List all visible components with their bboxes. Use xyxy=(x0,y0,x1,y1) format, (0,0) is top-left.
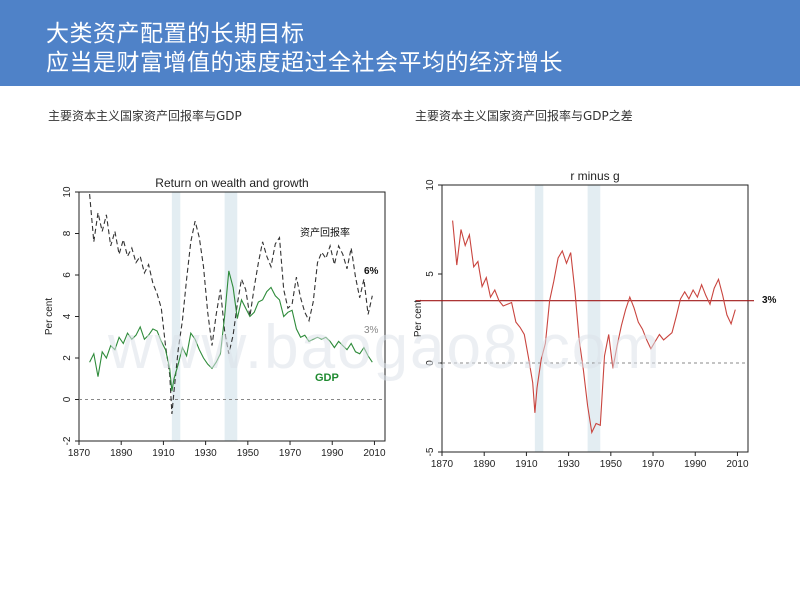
r-minus-g-chart: -5 0 5 10 1870 1890 1910 1930 1950 1970 1990 2010 r … xyxy=(408,168,788,470)
chart0-y-tick-label: 2 xyxy=(62,355,73,361)
chart0-series-1-line xyxy=(89,270,373,392)
return-growth-chart-svg: -2 0 2 4 6 8 10 1870 1890 1910 1930 1950 1970 1990 201… xyxy=(44,176,386,459)
chart1-shaded-period-1 xyxy=(587,185,601,452)
chart0-x-tick-label: 2010 xyxy=(363,448,386,459)
chart1-annotation-0: 3% xyxy=(762,295,777,306)
chart0-x-tick-label: 1890 xyxy=(110,448,133,459)
chart0-shaded-period-1 xyxy=(224,192,238,441)
chart0-series-0-line xyxy=(89,194,373,415)
chart0-annotation-0: 资产回报率 xyxy=(300,226,350,239)
title-line-1: 大类资产配置的长期目标 xyxy=(46,21,305,47)
chart1-x-tick-label: 1930 xyxy=(557,459,580,468)
chart1-x-tick-label: 1970 xyxy=(642,459,665,468)
chart1-x-tick-label: 1950 xyxy=(600,459,623,468)
chart0-x-tick-label: 1930 xyxy=(194,448,217,459)
title-line-2: 应当是财富增值的速度超过全社会平均的经济增长 xyxy=(46,50,563,76)
chart0-annotation-3: GDP xyxy=(315,372,339,384)
chart1-x-tick-label: 2010 xyxy=(726,459,749,468)
chart0-x-tick-label: 1910 xyxy=(152,448,175,459)
r-minus-g-chart-svg: -5 0 5 10 1870 1890 1910 1930 1950 1970 1990 2010 r … xyxy=(413,169,777,470)
chart0-annotation-1: 6% xyxy=(364,266,379,277)
chart0-y-tick-label: 0 xyxy=(62,396,73,402)
chart1-plot-frame xyxy=(441,184,749,453)
chart0-x-tick-label: 1970 xyxy=(279,448,302,459)
chart0-y-tick-label: 10 xyxy=(62,186,73,198)
watermark: www.baogao8.com xyxy=(108,313,662,382)
chart1-y-tick-label: -5 xyxy=(425,447,436,456)
chart1-y-tick-label: 5 xyxy=(425,271,436,277)
right-chart-caption: 主要资本主义国家资产回报率与GDP之差 xyxy=(415,109,633,123)
chart0-shaded-period-0 xyxy=(171,192,181,441)
chart1-title: r minus g xyxy=(570,169,619,183)
chart1-y-tick-label: 0 xyxy=(425,360,436,366)
chart0-y-axis-label: Per cent xyxy=(44,298,55,335)
chart0-title: Return on wealth and growth xyxy=(155,176,308,190)
chart0-y-tick-label: 6 xyxy=(62,272,73,278)
chart0-y-tick-label: -2 xyxy=(62,436,73,445)
chart0-y-tick-label: 8 xyxy=(62,230,73,236)
chart1-shaded-period-0 xyxy=(534,185,544,452)
chart0-x-tick-label: 1870 xyxy=(68,448,91,459)
left-chart-caption: 主要资本主义国家资产回报率与GDP xyxy=(48,109,242,123)
chart1-x-tick-label: 1910 xyxy=(515,459,538,468)
chart0-y-tick-label: 4 xyxy=(62,313,73,319)
chart1-x-tick-label: 1890 xyxy=(473,459,496,468)
chart1-y-tick-label: 10 xyxy=(425,179,436,191)
title-banner: 大类资产配置的长期目标 应当是财富增值的速度超过全社会平均的经济增长 xyxy=(0,0,800,86)
chart0-x-tick-label: 1950 xyxy=(237,448,260,459)
chart1-x-tick-label: 1990 xyxy=(684,459,707,468)
chart0-x-tick-label: 1990 xyxy=(321,448,344,459)
return-growth-chart: -2 0 2 4 6 8 10 1870 1890 1910 1930 1950 1970 1990 201… xyxy=(42,168,390,468)
chart0-annotation-2: 3% xyxy=(364,325,379,336)
chart1-y-axis-label: Per cent xyxy=(413,300,424,337)
chart1-series-0-line xyxy=(452,220,736,435)
chart1-x-tick-label: 1870 xyxy=(431,459,454,468)
